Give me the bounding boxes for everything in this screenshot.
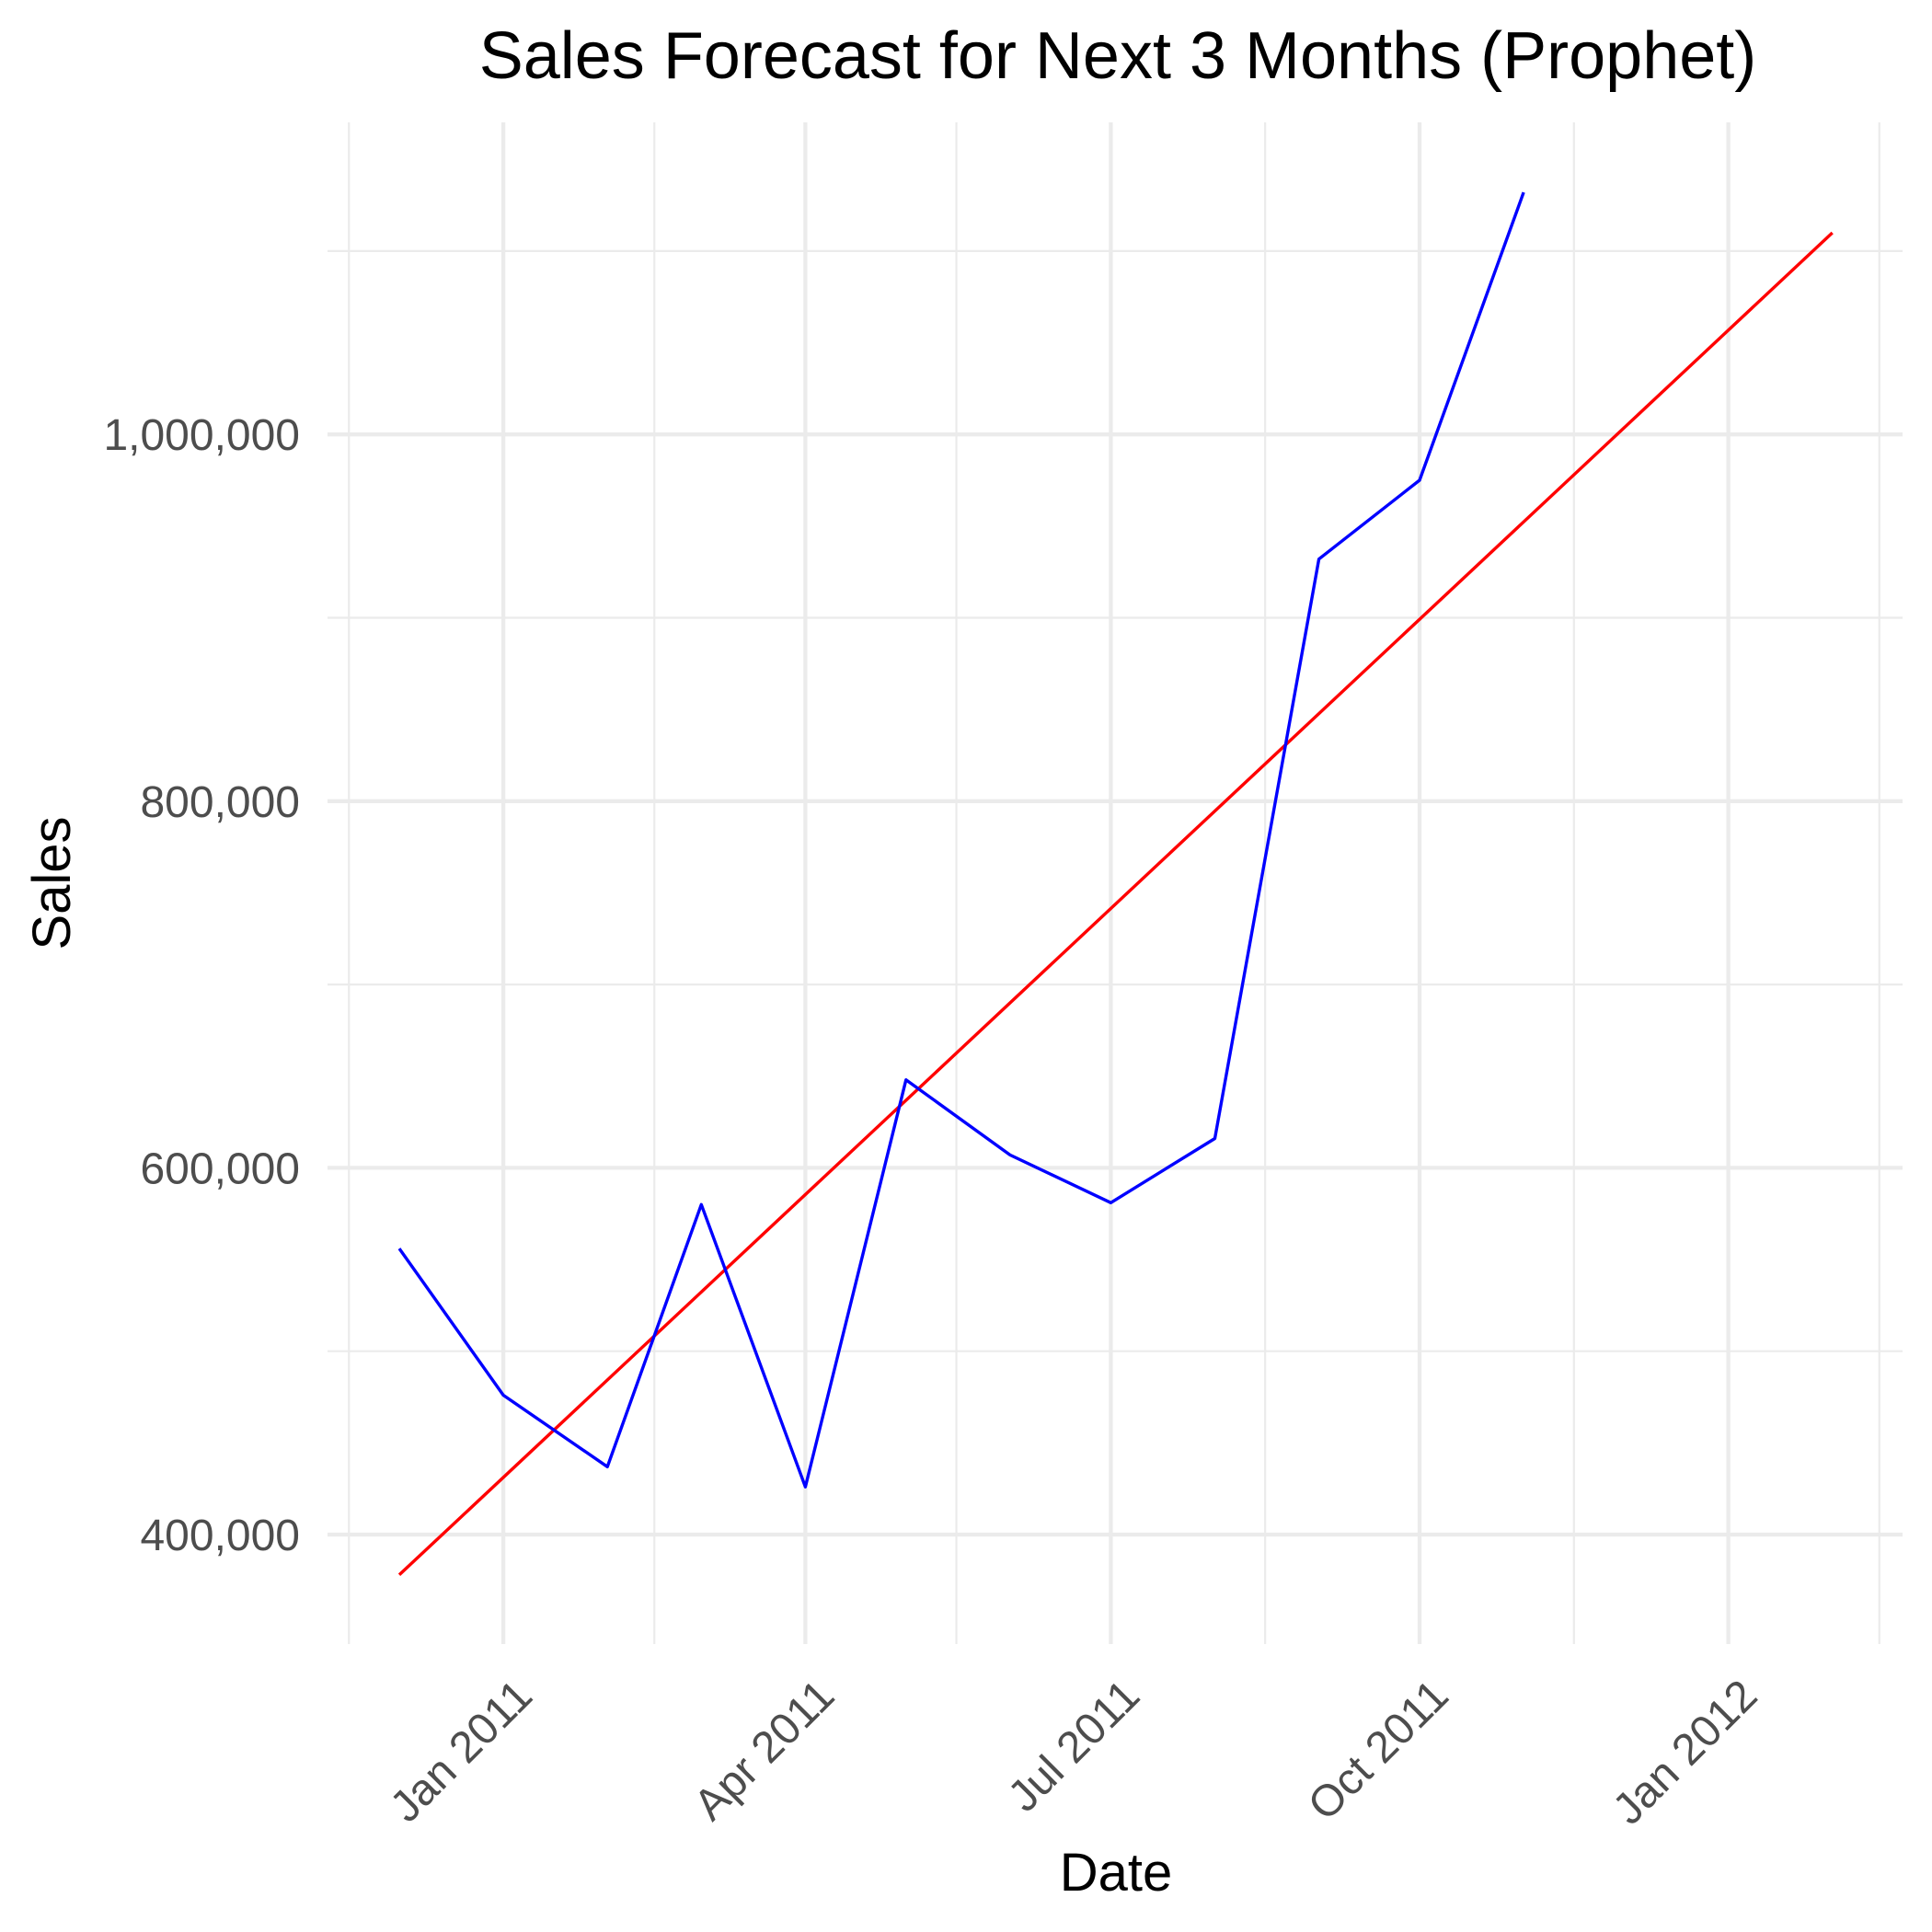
forecast-line: [397, 231, 1834, 1577]
minor-gridlines: [328, 122, 1903, 1644]
y-tick-label: 400,000: [140, 1512, 300, 1560]
x-axis-title: Date: [1060, 1843, 1173, 1903]
y-axis-tick-labels: 400,000 600,000 800,000 1,000,000: [103, 411, 300, 1560]
chart-title: Sales Forecast for Next 3 Months (Prophe…: [479, 19, 1757, 93]
y-tick-label: 800,000: [140, 778, 300, 827]
major-gridlines: [328, 122, 1903, 1644]
plot-panel: [328, 122, 1903, 1644]
y-tick-label: 600,000: [140, 1144, 300, 1193]
y-axis-title: Sales: [22, 816, 82, 949]
y-tick-label: 1,000,000: [103, 411, 300, 460]
actual-sales-line: [397, 191, 1525, 1489]
